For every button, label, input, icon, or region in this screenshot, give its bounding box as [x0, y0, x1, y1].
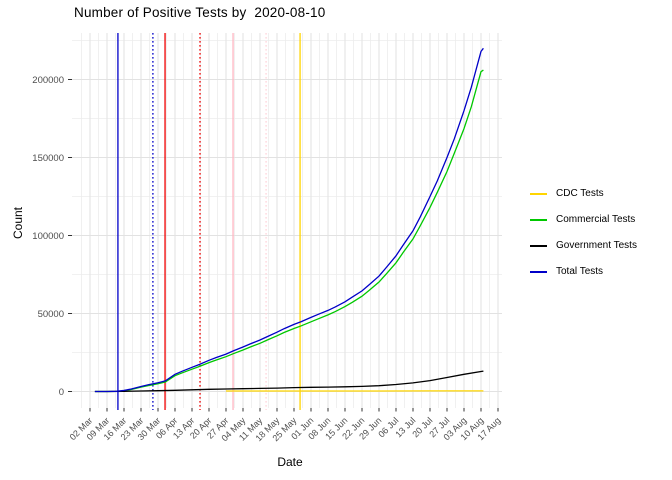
legend-item: Government Tests — [530, 239, 637, 252]
legend-item: Total Tests — [530, 265, 637, 278]
legend: CDC Tests Commercial Tests Government Test… — [530, 187, 637, 278]
y-tick-label: 150000 — [32, 153, 64, 164]
x-axis-label: Date — [277, 455, 303, 469]
series-line-commercial-tests — [94, 69, 484, 393]
legend-item: CDC Tests — [530, 187, 637, 200]
y-axis-label: Count — [11, 206, 25, 240]
legend-line-icon — [530, 192, 547, 195]
legend-line-icon — [530, 218, 547, 221]
legend-line-icon — [530, 244, 547, 247]
y-tick-label: 0 — [59, 387, 64, 398]
y-tick-label: 100000 — [32, 231, 64, 242]
legend-label: Total Tests — [556, 266, 604, 277]
y-tick-labels: 0 50000 100000 150000 200000 — [32, 75, 64, 398]
gridlines-minor — [72, 33, 502, 408]
series-line-government-tests — [94, 370, 484, 393]
y-tick-label: 50000 — [38, 309, 64, 320]
event-vlines — [117, 33, 301, 410]
axis-ticks — [68, 79, 499, 412]
legend-line-icon — [530, 270, 547, 273]
legend-label: CDC Tests — [556, 188, 604, 199]
legend-item: Commercial Tests — [530, 213, 637, 226]
gridlines-major — [72, 33, 502, 408]
series-line-total-tests — [94, 47, 484, 393]
chart-title: Number of Positive Tests by 2020-08-10 — [74, 5, 326, 20]
y-tick-label: 200000 — [32, 75, 64, 86]
legend-label: Commercial Tests — [556, 214, 636, 225]
legend-label: Government Tests — [556, 240, 637, 251]
